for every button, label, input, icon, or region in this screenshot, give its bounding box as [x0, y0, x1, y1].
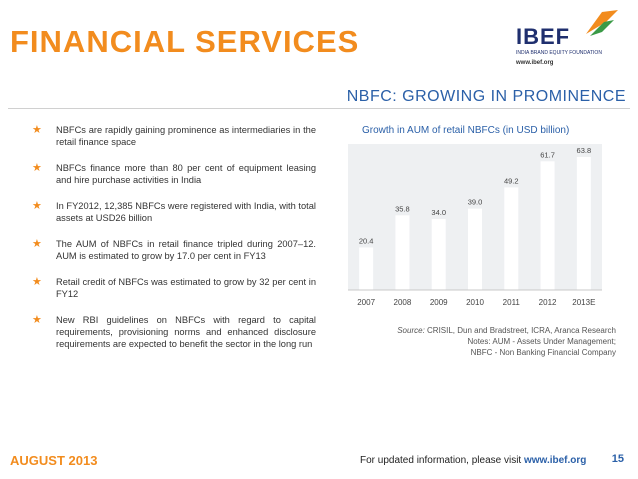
divider [8, 108, 630, 109]
data-label-2009: 34.0 [431, 208, 446, 217]
bar-2012 [540, 161, 555, 290]
star-bullet-icon: ★ [32, 162, 42, 174]
notes-line: Notes: AUM - Assets Under Management; [467, 337, 616, 346]
ibef-logo[interactable]: IBEF INDIA BRAND EQUITY FOUNDATION www.i… [498, 8, 628, 70]
bar-2007 [359, 247, 374, 290]
x-tick-label: 2010 [466, 298, 484, 307]
bar-2013E [576, 156, 591, 290]
bullet-text: New RBI guidelines on NBFCs with regard … [56, 315, 316, 349]
star-bullet-icon: ★ [32, 314, 42, 326]
data-label-2011: 49.2 [504, 176, 519, 185]
data-label-2007: 20.4 [359, 236, 374, 245]
section-title: NBFC: GROWING IN PROMINENCE [346, 88, 626, 105]
notes-line: NBFC - Non Banking Financial Company [470, 348, 616, 357]
header [0, 0, 638, 78]
chart-title: Growth in AUM of retail NBFCs (in USD bi… [362, 125, 570, 136]
footer-info-text: For updated information, please visit [360, 455, 524, 466]
aum-bar-chart: 20.4 2007 35.8 2008 34.0 2009 39.0 2010 49.2 2011… [348, 144, 602, 307]
list-item: ★ In FY2012, 12,385 NBFCs were registered… [30, 200, 316, 224]
data-label-2010: 39.0 [468, 198, 483, 207]
x-tick-label: 2011 [503, 298, 521, 307]
logo-subtitle: INDIA BRAND EQUITY FOUNDATION [516, 50, 602, 56]
star-bullet-icon: ★ [32, 238, 42, 250]
logo-url: www.ibef.org [516, 60, 554, 66]
logo-text: IBEF [516, 24, 571, 49]
source-label: Source: [397, 326, 425, 335]
data-label-2008: 35.8 [395, 204, 410, 213]
list-item: ★ The AUM of NBFCs in retail finance trip… [30, 238, 316, 262]
bullet-text: In FY2012, 12,385 NBFCs were registered … [56, 201, 316, 223]
footer [0, 444, 638, 479]
x-tick-label: 2013E [572, 298, 595, 307]
bar-2009 [431, 219, 446, 290]
bullet-text: NBFCs finance more than 80 per cent of e… [56, 163, 316, 185]
bullet-text: The AUM of NBFCs in retail finance tripl… [56, 239, 316, 261]
bullet-text: NBFCs are rapidly gaining prominence as … [56, 125, 316, 147]
x-tick-label: 2012 [539, 298, 557, 307]
x-tick-label: 2007 [357, 298, 375, 307]
star-bullet-icon: ★ [32, 276, 42, 288]
x-tick-label: 2008 [394, 298, 412, 307]
footer-date: AUGUST 2013 [10, 453, 98, 468]
data-label-2013E: 63.8 [577, 146, 592, 155]
source-text: CRISIL, Dun and Bradstreet, ICRA, Aranca… [424, 326, 616, 335]
chart-notes: Source: CRISIL, Dun and Bradstreet, ICRA… [397, 325, 616, 358]
list-item: ★ Retail credit of NBFCs was estimated to… [30, 276, 316, 300]
x-tick-label: 2009 [430, 298, 448, 307]
data-label-2012: 61.7 [540, 150, 555, 159]
list-item: ★ New RBI guidelines on NBFCs with regard… [30, 314, 316, 350]
list-item: ★ NBFCs finance more than 80 per cent of … [30, 162, 316, 186]
footer-url-link[interactable]: www.ibef.org [523, 455, 587, 466]
footer-info: For updated information, please visit ww… [360, 455, 586, 466]
star-bullet-icon: ★ [32, 124, 42, 136]
page-title: FINANCIAL SERVICES [10, 24, 360, 59]
bullet-list: ★ NBFCs are rapidly gaining prominence as… [30, 124, 316, 364]
bar-2010 [468, 208, 482, 290]
list-item: ★ NBFCs are rapidly gaining prominence as… [30, 124, 316, 148]
bar-2011 [504, 187, 519, 290]
bar-2008 [395, 215, 410, 290]
page-number: 15 [611, 453, 624, 465]
star-bullet-icon: ★ [32, 200, 42, 212]
bullet-text: Retail credit of NBFCs was estimated to … [56, 277, 316, 299]
logo-wing-icon [586, 10, 618, 36]
